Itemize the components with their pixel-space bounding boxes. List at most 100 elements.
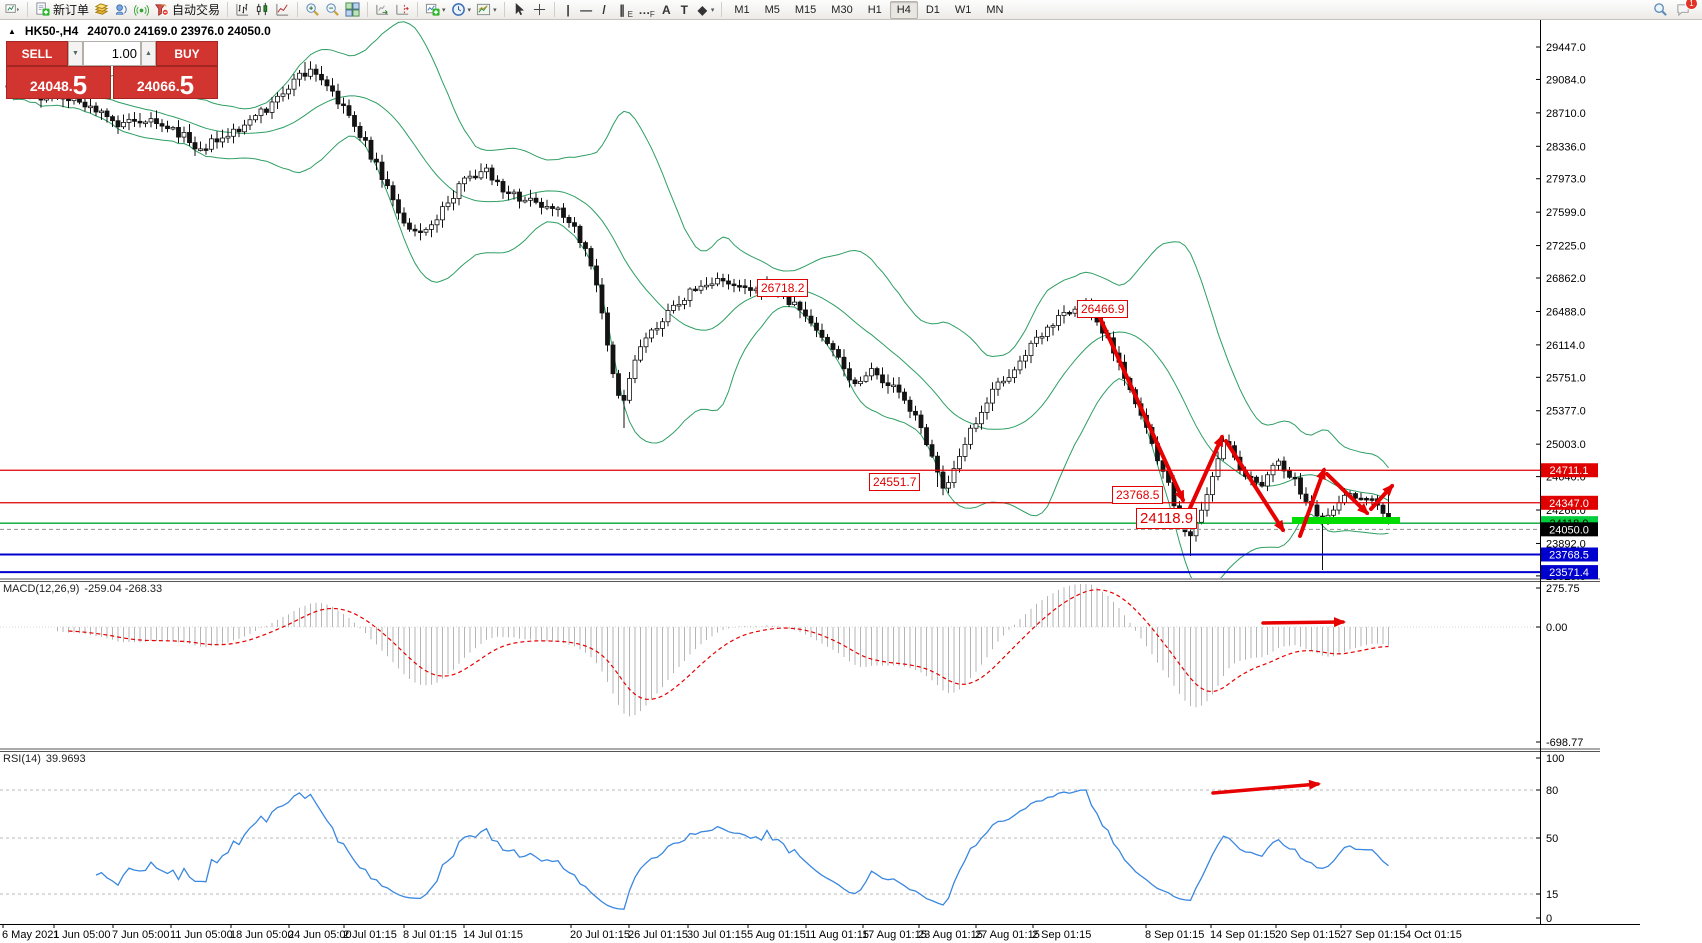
toolbar-separator <box>297 2 299 17</box>
svg-text:11 Aug 01:15: 11 Aug 01:15 <box>805 929 869 941</box>
toolbar-tile-windows-button[interactable] <box>343 1 362 19</box>
toolbar-templates-button[interactable]: ▾ <box>474 1 499 19</box>
toolbar-auto-trading-button[interactable]: 自动交易 <box>152 1 222 19</box>
line-chart-mode-icon <box>275 2 290 17</box>
timeframe-m15[interactable]: M15 <box>794 3 817 16</box>
sell-price[interactable]: 24048. 5 <box>6 66 111 99</box>
market-icon <box>94 2 109 17</box>
svg-text:7 Jun 05:00: 7 Jun 05:00 <box>112 929 170 941</box>
vertical-line-icon: | <box>566 2 570 17</box>
toolbar-text-button[interactable]: A <box>658 1 675 19</box>
buy-price[interactable]: 24066. 5 <box>113 66 218 99</box>
bollinger-middle-band <box>7 85 1389 501</box>
timeframe-m1[interactable]: M1 <box>734 3 750 16</box>
svg-text:27973.0: 27973.0 <box>1546 174 1586 186</box>
volume-input[interactable] <box>83 41 141 66</box>
trend-arrow[interactable] <box>1369 483 1395 511</box>
toolbar-charts-menu-button[interactable] <box>3 1 22 19</box>
price-annotation-26718.2[interactable]: 26718.2 <box>757 279 809 297</box>
buy-button[interactable]: BUY <box>156 41 218 66</box>
signals-icon <box>114 2 129 17</box>
price-annotation-24551.7[interactable]: 24551.7 <box>869 473 921 491</box>
toolbar-bar-chart-mode-button[interactable] <box>233 1 252 19</box>
toolbar-candlestick-mode-button[interactable] <box>253 1 272 19</box>
toolbar-text-label-button[interactable]: T <box>676 1 693 19</box>
toolbar-vertical-line-button[interactable]: | <box>560 1 577 19</box>
rsi-value: 39.9693 <box>45 753 86 765</box>
macd-annotation-arrow[interactable] <box>1261 617 1346 628</box>
collapse-triangle-icon[interactable]: ▲ <box>8 26 16 36</box>
trend-arrow[interactable] <box>1298 467 1326 538</box>
bar-chart-mode-icon <box>235 2 250 17</box>
toolbar-trend-line-button[interactable]: / <box>596 1 613 19</box>
trend-arrow[interactable] <box>1098 316 1185 503</box>
zoom-in-icon <box>305 2 320 17</box>
timeframe-mn[interactable]: MN <box>986 3 1004 16</box>
svg-text:23 Aug 01:15: 23 Aug 01:15 <box>918 929 983 941</box>
toolbar-news-feed-button[interactable] <box>132 1 151 19</box>
toolbar-separator <box>553 2 555 17</box>
toolbar-separator <box>503 2 505 17</box>
chevron-down-icon: ▾ <box>467 6 472 14</box>
rsi-panel[interactable] <box>0 779 1540 910</box>
crosshair-icon <box>532 2 547 17</box>
trend-arrows[interactable] <box>1098 316 1395 538</box>
volume-increase-button[interactable]: ▲ <box>141 41 156 66</box>
timeframe-h4[interactable]: H4 <box>889 0 918 19</box>
toolbar-cursor-button[interactable] <box>510 1 529 19</box>
svg-text:11 Jun 05:00: 11 Jun 05:00 <box>170 929 233 941</box>
toolbar-chat-button[interactable]: 1 <box>1676 0 1698 17</box>
symbol-ohlc-line: ▲ HK50-,H4 24070.0 24169.0 23976.0 24050… <box>8 24 271 38</box>
trend-arrow[interactable] <box>1224 439 1285 533</box>
rsi-line <box>95 789 1389 910</box>
toolbar-new-order-button[interactable]: 新订单 <box>33 1 91 19</box>
toolbar-periods-button[interactable]: ▾ <box>449 1 474 19</box>
price-annotation-26466.9[interactable]: 26466.9 <box>1077 300 1129 318</box>
support-zone-bar[interactable] <box>1292 517 1400 524</box>
timeframe-h1[interactable]: H1 <box>867 3 882 16</box>
toolbar-shapes-button[interactable]: ◆ ▾ <box>694 1 717 19</box>
toolbar-signals-button[interactable] <box>112 1 131 19</box>
toolbar-auto-scroll-button[interactable] <box>373 1 392 19</box>
toolbar-market-button[interactable] <box>92 1 111 19</box>
svg-text:5 Aug 01:15: 5 Aug 01:15 <box>747 929 806 941</box>
toolbar-line-chart-mode-button[interactable] <box>273 1 292 19</box>
sell-button[interactable]: SELL <box>6 41 68 66</box>
auto-trading-icon <box>154 2 169 17</box>
svg-text:275.75: 275.75 <box>1546 583 1580 595</box>
toolbar-equidistant-channel-button[interactable]: ∥ E <box>614 1 635 19</box>
trend-arrow[interactable] <box>1325 472 1370 516</box>
rsi-annotation-arrow[interactable] <box>1211 779 1321 795</box>
trend-arrow[interactable] <box>1188 434 1224 510</box>
fibonacci-icon: … <box>638 2 651 17</box>
axis-badge-23571.4: 23571.4 <box>1541 565 1598 580</box>
toolbar-zoom-out-button[interactable] <box>323 1 342 19</box>
timeframe-d1[interactable]: D1 <box>925 3 940 16</box>
svg-text:4 Oct 01:15: 4 Oct 01:15 <box>1405 929 1462 941</box>
horizontal-line-icon: — <box>580 2 593 17</box>
toolbar-indicators-button[interactable]: ▾ <box>423 1 448 19</box>
svg-text:25003.0: 25003.0 <box>1546 439 1586 451</box>
cursor-icon <box>512 2 527 17</box>
toolbar-zoom-in-button[interactable] <box>303 1 322 19</box>
chevron-down-icon: ▾ <box>493 6 497 14</box>
toolbar-chart-shift-button[interactable] <box>393 1 412 19</box>
svg-text:24711.1: 24711.1 <box>1550 465 1589 477</box>
svg-text:2 Jul 01:15: 2 Jul 01:15 <box>343 929 397 941</box>
toolbar-crosshair-button[interactable] <box>530 1 549 19</box>
price-chart-area[interactable] <box>0 21 1540 590</box>
toolbar-fibonacci-button[interactable]: … F <box>636 1 657 19</box>
timeframe-m30[interactable]: M30 <box>831 3 853 16</box>
price-annotation-23768.5[interactable]: 23768.5 <box>1112 486 1164 504</box>
svg-text:50: 50 <box>1546 833 1558 845</box>
price-annotation-24118.9[interactable]: 24118.9 <box>1136 508 1198 529</box>
toolbar-horizontal-line-button[interactable]: — <box>578 1 595 19</box>
volume-decrease-button[interactable]: ▼ <box>68 41 83 66</box>
macd-panel[interactable] <box>0 584 1540 717</box>
equidistant-channel-sub-label: E <box>627 9 633 19</box>
timeframe-w1[interactable]: W1 <box>954 3 972 16</box>
timeframe-m5[interactable]: M5 <box>764 3 780 16</box>
svg-text:24050.0: 24050.0 <box>1549 524 1589 536</box>
toolbar-search-button[interactable] <box>1653 2 1668 17</box>
